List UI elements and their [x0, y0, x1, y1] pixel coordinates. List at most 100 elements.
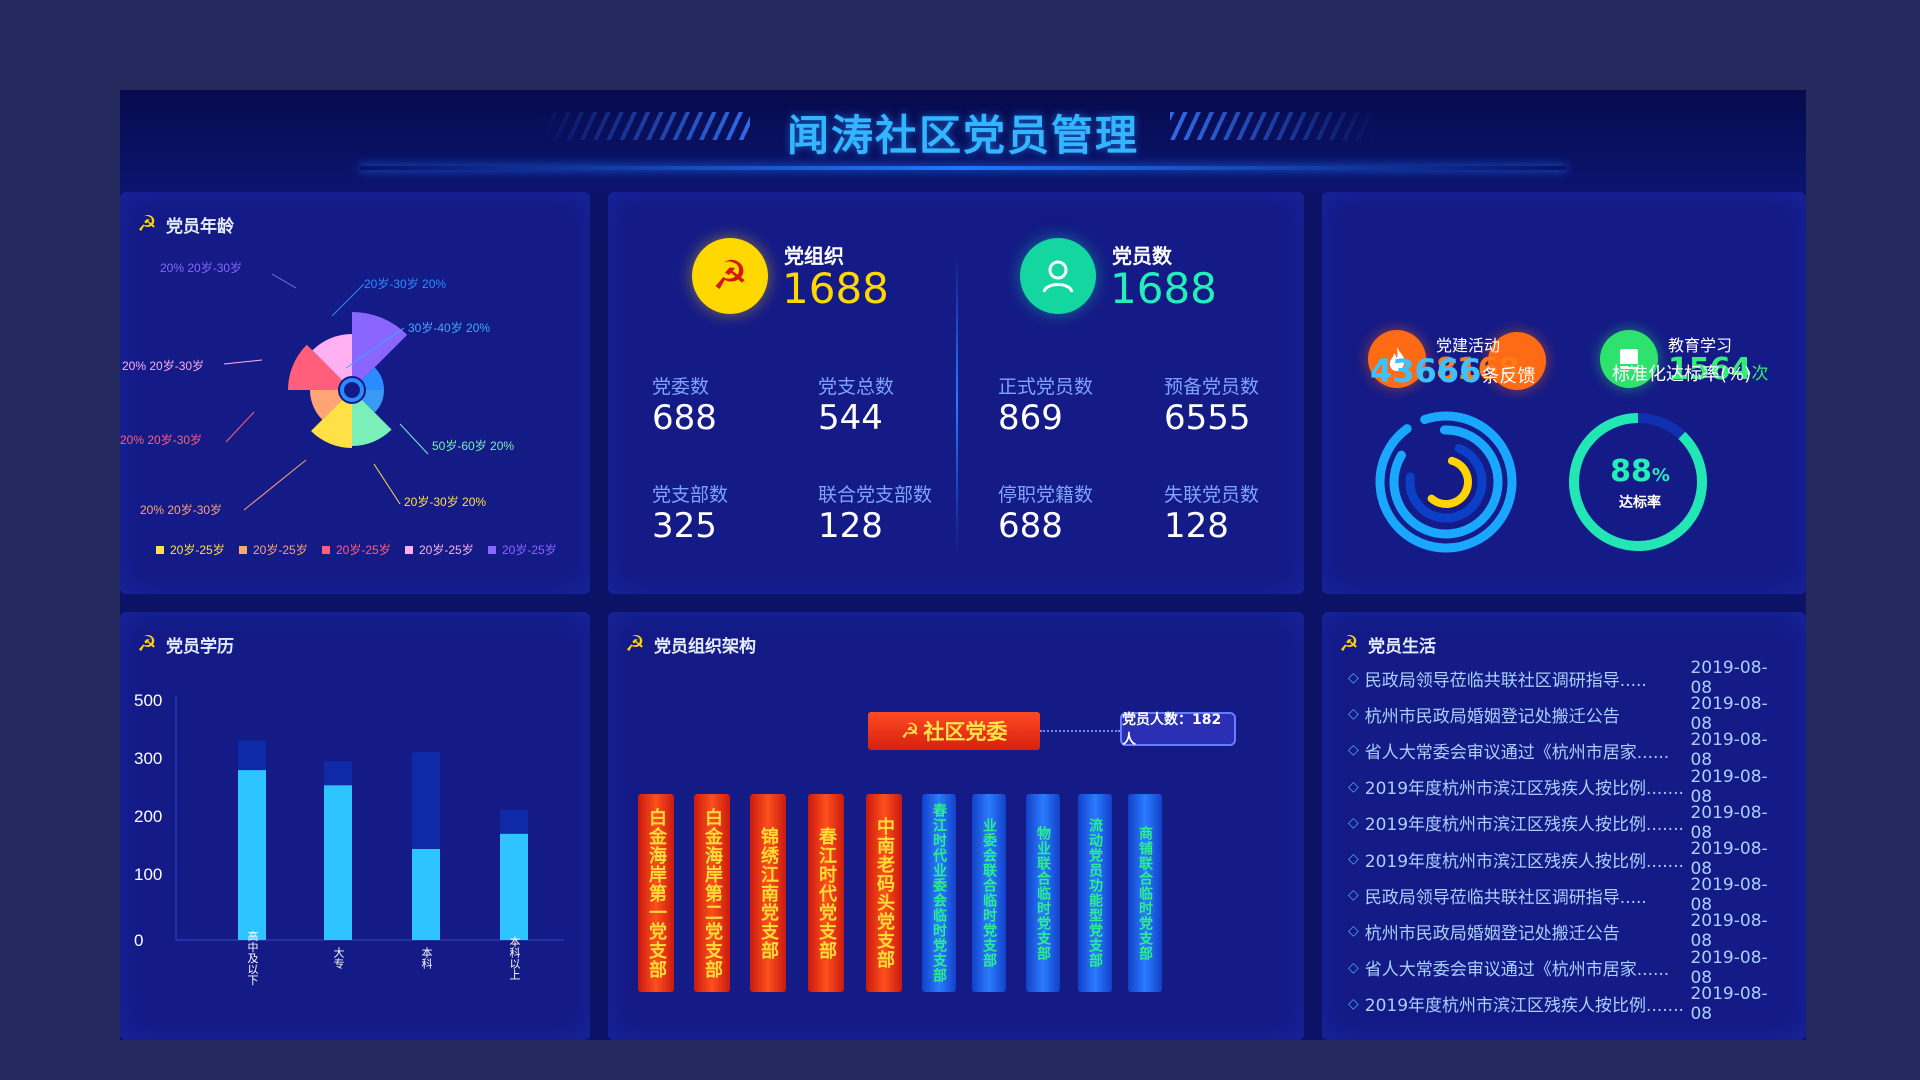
education-panel: ☭ 党员学历 500 300 200 100 0 高中及以下 大专 本科 本科以上 — [120, 612, 590, 1040]
rose-label: 30岁-40岁 20% — [408, 320, 490, 335]
feedback-value: 43666条反馈 — [1370, 352, 1535, 390]
legend-label: 20岁-25岁 — [170, 542, 225, 557]
news-title[interactable]: 杭州市民政局婚姻登记处搬迁公告 — [1364, 923, 1620, 944]
bar-segment-top[interactable] — [412, 752, 440, 849]
bar-segment-bottom[interactable] — [324, 785, 352, 940]
news-list-item[interactable]: ◇ 民政局领导莅临共联社区调研指导..... 2019-08-08 — [1348, 658, 1788, 698]
party-org-icon: ☭ — [692, 238, 768, 314]
diamond-bullet-icon: ◇ — [1348, 778, 1359, 795]
education-unit: 次 — [1751, 364, 1769, 384]
party-activity-number: 8168 — [1436, 352, 1520, 387]
bar-segment-bottom[interactable] — [500, 833, 528, 940]
news-title[interactable]: 省人大常委会审议通过《杭州市居家...... — [1364, 960, 1670, 981]
stat-value-suspended: 688 — [998, 506, 1063, 546]
org-panel-title-text: 党员组织架构 — [654, 637, 756, 657]
community-committee-box[interactable]: ☭ 社区党委 — [868, 712, 1040, 750]
diamond-bullet-icon: ◇ — [1348, 923, 1359, 940]
news-title[interactable]: 杭州市民政局婚姻登记处搬迁公告 — [1364, 706, 1620, 727]
branch-item[interactable]: 春江时代党支部 — [808, 794, 844, 992]
y-tick-label: 300 — [134, 749, 162, 768]
rose-slice[interactable] — [312, 334, 352, 381]
members-value: 1688 — [1110, 264, 1217, 313]
org-value: 1688 — [782, 264, 889, 313]
rose-slice[interactable] — [352, 399, 392, 446]
stat-value-branches-total: 544 — [818, 398, 883, 438]
rate-caption: 达标率 — [1619, 495, 1661, 511]
party-emblem-icon: ☭ — [137, 211, 157, 237]
news-list-item[interactable]: ◇ 2019年度杭州市滨江区残疾人按比例....... 2019-08-08 — [1348, 984, 1788, 1024]
branch-item[interactable]: 锦绣江南党支部 — [750, 794, 786, 992]
y-tick-label: 0 — [134, 931, 143, 950]
rose-slice[interactable] — [310, 399, 352, 448]
rose-label: 20岁-30岁 20% — [404, 494, 486, 509]
rose-label: 20% 20岁-30岁 — [122, 358, 204, 373]
bar-segment-bottom[interactable] — [238, 770, 266, 940]
party-emblem-icon: ☭ — [137, 631, 157, 657]
header-glow-line — [360, 166, 1566, 170]
branch-item[interactable]: 流动党员功能型党支部 — [1078, 794, 1112, 992]
rate-number: 88 — [1610, 454, 1652, 489]
party-activity-unit: 次 — [1519, 364, 1537, 384]
stats-divider — [956, 252, 958, 552]
rose-slice[interactable] — [288, 344, 343, 390]
gauge-graphics — [1375, 411, 1707, 553]
rose-slice[interactable] — [361, 367, 384, 390]
branch-item[interactable]: 物业联合临时党支部 — [1026, 794, 1060, 992]
party-emblem-icon: ☭ — [900, 719, 920, 743]
legend-label: 20岁-25岁 — [419, 542, 474, 557]
branch-item[interactable]: 商铺联合临时党支部 — [1128, 794, 1162, 992]
stat-label-committees: 党委数 — [652, 376, 710, 398]
rose-leader-line — [373, 463, 401, 505]
branch-item[interactable]: 业委会联合临时党支部 — [972, 794, 1006, 992]
news-title[interactable]: 省人大常委会审议通过《杭州市居家...... — [1364, 742, 1670, 763]
rose-slice[interactable] — [361, 390, 384, 413]
news-title[interactable]: 民政局领导莅临共联社区调研指导..... — [1364, 887, 1647, 908]
news-list-item[interactable]: ◇ 民政局领导莅临共联社区调研指导..... 2019-08-08 — [1348, 875, 1788, 915]
member-person-icon — [1020, 238, 1096, 314]
news-list-item[interactable]: ◇ 杭州市民政局婚姻登记处搬迁公告 2019-08-08 — [1348, 911, 1788, 952]
spiral-ring-inner-dark — [1405, 443, 1487, 523]
branch-item[interactable]: 白金海岸第二党支部 — [694, 794, 730, 992]
header-stripes-left — [540, 112, 750, 140]
life-panel-title-text: 党员生活 — [1368, 637, 1436, 657]
stat-label-branches-total: 党支总数 — [818, 376, 895, 398]
news-title[interactable]: 2019年度杭州市滨江区残疾人按比例....... — [1364, 851, 1684, 872]
bar-segment-top[interactable] — [500, 809, 528, 834]
news-title[interactable]: 2019年度杭州市滨江区残疾人按比例....... — [1364, 779, 1684, 800]
branch-item[interactable]: 白金海岸第一党支部 — [638, 794, 674, 992]
news-list-item[interactable]: ◇ 省人大常委会审议通过《杭州市居家...... 2019-08-08 — [1348, 947, 1788, 988]
rose-label: 20岁-30岁 20% — [364, 276, 446, 291]
news-title[interactable]: 2019年度杭州市滨江区残疾人按比例....... — [1364, 815, 1684, 836]
rose-slice[interactable] — [310, 390, 343, 420]
stat-value-joint-branches: 128 — [818, 506, 883, 546]
org-label: 党组织 — [784, 244, 844, 268]
branch-item[interactable]: 中南老码头党支部 — [866, 794, 902, 992]
news-title[interactable]: 2019年度杭州市滨江区残疾人按比例....... — [1364, 996, 1684, 1017]
bar-segment-top[interactable] — [238, 740, 266, 771]
book-icon — [1600, 330, 1658, 388]
news-date: 2019-08-08 — [1690, 658, 1768, 698]
news-date: 2019-08-08 — [1690, 947, 1768, 988]
stat-label-formal-members: 正式党员数 — [998, 376, 1094, 398]
y-tick-label: 100 — [134, 865, 162, 884]
news-list-item[interactable]: ◇ 2019年度杭州市滨江区残疾人按比例....... 2019-08-08 — [1348, 802, 1788, 843]
rose-slice[interactable] — [352, 312, 408, 381]
rose-label: 50岁-60岁 20% — [432, 438, 514, 453]
bar-segment-top[interactable] — [324, 761, 352, 786]
y-tick-label: 500 — [134, 691, 162, 710]
rose-label: 20% 20岁-30岁 — [160, 260, 242, 275]
stat-label-lost-contact: 失联党员数 — [1164, 484, 1260, 506]
news-title[interactable]: 民政局领导莅临共联社区调研指导..... — [1364, 670, 1647, 691]
header-stripes-right — [1170, 112, 1380, 140]
news-date: 2019-08-08 — [1690, 911, 1768, 952]
news-list-item[interactable]: ◇ 2019年度杭州市滨江区残疾人按比例....... 2019-08-08 — [1348, 839, 1788, 879]
news-date: 2019-08-08 — [1690, 802, 1768, 843]
news-list-item[interactable]: ◇ 2019年度杭州市滨江区残疾人按比例....... 2019-08-08 — [1348, 767, 1788, 807]
x-tick-label: 高中及以下 — [246, 929, 259, 986]
flame-icon — [1368, 330, 1426, 388]
news-list-item[interactable]: ◇ 杭州市民政局婚姻登记处搬迁公告 2019-08-08 — [1348, 694, 1788, 734]
branch-item[interactable]: 春江时代业委会临时党支部 — [922, 794, 956, 992]
bar-segment-bottom[interactable] — [412, 849, 440, 940]
legend-swatch — [239, 546, 247, 554]
news-list-item[interactable]: ◇ 省人大常委会审议通过《杭州市居家...... 2019-08-08 — [1348, 730, 1788, 770]
